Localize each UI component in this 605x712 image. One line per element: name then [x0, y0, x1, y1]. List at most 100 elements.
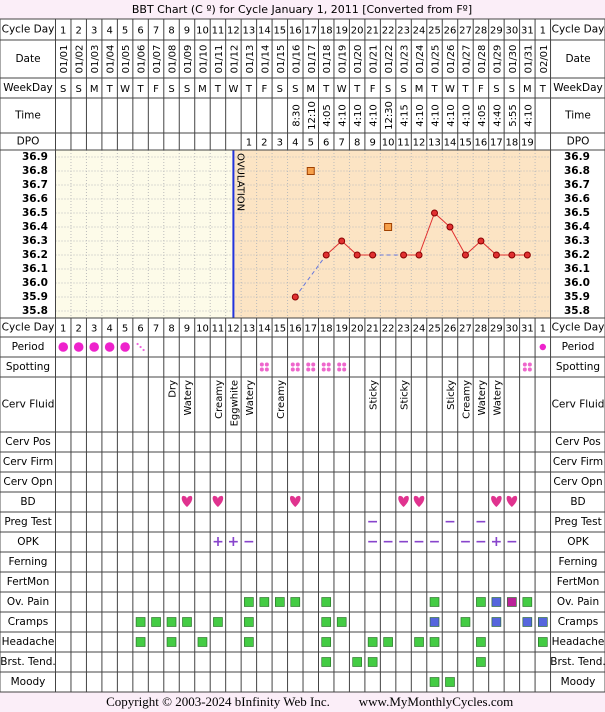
brst-tend-mark	[476, 657, 486, 667]
cycle_day-cell: 31	[521, 324, 534, 335]
cycle_day-cell: 8	[168, 26, 174, 37]
row-label-left: WeekDay	[3, 82, 53, 94]
spot	[259, 362, 264, 367]
headache-mark	[197, 637, 208, 647]
temp-tick-label-right: 36.3	[564, 235, 590, 247]
cycle_day-cell: 29	[490, 324, 503, 335]
row-label-left: Brst. Tend.	[0, 656, 56, 668]
row-label-left: Moody	[11, 676, 46, 688]
temp-tick-label-right: 36.5	[564, 207, 590, 219]
dpo-cell: 10	[382, 138, 395, 149]
cerv-fluid-label: Sticky	[400, 380, 411, 410]
spot	[290, 362, 295, 367]
cycle_day-cell: 13	[243, 324, 256, 335]
spot	[527, 367, 532, 372]
row-label-right: FertMon	[557, 576, 600, 588]
copyright: Copyright © 2003-2024 bInfinity Web Inc.	[106, 694, 330, 709]
date-cell: 01/07	[152, 45, 163, 74]
time-cell: 4:10	[338, 104, 349, 126]
cerv-fluid-label: Eggwhite	[229, 380, 240, 426]
period-light-dot	[139, 345, 142, 349]
cycle_day-cell: 8	[168, 324, 174, 335]
cramps-mark	[135, 617, 146, 627]
temp-point	[353, 251, 361, 259]
cycle_day-cell: 21	[366, 26, 379, 37]
cycle_day-cell: 14	[258, 324, 271, 335]
weekday-cell: T	[137, 84, 145, 95]
row-label-right: Spotting	[556, 361, 600, 373]
dpo-cell: 5	[308, 138, 314, 149]
weekday-cell: M	[415, 84, 424, 95]
cycle_day-cell: 5	[122, 26, 128, 37]
opk-result: −	[367, 534, 379, 550]
spot	[342, 367, 347, 372]
bd-heart	[212, 495, 224, 507]
cycle_day-cell: 20	[351, 324, 364, 335]
cycle_day-cell: 21	[366, 324, 379, 335]
date-cell: 01/18	[322, 45, 333, 74]
date-cell: 01/20	[353, 45, 364, 74]
spotting-mark	[290, 362, 300, 372]
row-label-left: Headache	[2, 636, 55, 648]
cycle_day-cell: 23	[397, 324, 410, 335]
temp-point	[431, 209, 439, 217]
dpo-cell: 11	[397, 138, 410, 149]
period-dot	[120, 342, 130, 352]
ov-pain-mark	[491, 597, 502, 607]
date-cell: 01/31	[523, 45, 534, 74]
cycle_day-cell: 25	[428, 324, 441, 335]
ovulation-label: OVULATION	[234, 153, 245, 211]
row-label-right: Brst. Tend.	[550, 656, 605, 668]
headache-mark	[414, 637, 424, 647]
preg_test-result: −	[475, 514, 487, 530]
weekday-cell: T	[430, 84, 438, 95]
dpo-cell: 15	[459, 138, 472, 149]
opk-result: −	[460, 534, 472, 550]
row-label-left: BD	[20, 496, 35, 508]
cycle_day-cell: 5	[122, 324, 128, 335]
cycle_day-cell: 15	[273, 324, 286, 335]
cycle_day-cell: 17	[304, 324, 317, 335]
cycle_day-cell: 10	[196, 26, 209, 37]
weekday-cell: T	[106, 84, 114, 95]
temp-tick-label-right: 36.2	[564, 249, 590, 261]
dpo-cell: 8	[354, 138, 360, 149]
date-cell: 01/16	[291, 45, 302, 74]
temp-tick-label-left: 35.9	[22, 291, 48, 303]
weekday-cell: W	[337, 84, 347, 95]
row-label-right: Cramps	[558, 616, 598, 628]
dpo-cell: 14	[444, 138, 457, 149]
preg_test-result: −	[367, 514, 379, 530]
opk-result: −	[506, 534, 518, 550]
cycle_day-cell: 26	[444, 26, 457, 37]
weekday-cell: T	[461, 84, 469, 95]
spotting-mark	[337, 362, 347, 372]
cycle_day-cell: 2	[76, 324, 82, 335]
spot	[264, 362, 269, 367]
spot	[295, 367, 300, 372]
cramps-mark	[522, 617, 533, 627]
cycle_day-cell: 3	[91, 26, 97, 37]
weekday-cell: S	[493, 84, 499, 95]
spot	[321, 362, 326, 367]
bd-heart	[398, 495, 409, 507]
spot	[337, 367, 342, 372]
weekday-cell: S	[168, 84, 174, 95]
bd-heart	[491, 495, 502, 507]
row-label-right: Cycle Day	[552, 24, 605, 36]
cycle_day-cell: 1	[60, 26, 66, 37]
spot	[306, 362, 311, 367]
post-ovulation-shade	[233, 150, 551, 318]
cycle_day-cell: 16	[289, 324, 302, 335]
cerv-fluid-label: Sticky	[446, 380, 457, 410]
date-cell: 01/23	[400, 45, 411, 74]
period-dot	[539, 343, 547, 351]
cycle_day-cell: 22	[382, 324, 395, 335]
row-label-left: FertMon	[7, 576, 50, 588]
temp-tick-label-left: 36.2	[22, 249, 48, 261]
opk-result: −	[429, 534, 441, 550]
cycle_day-cell: 7	[153, 324, 159, 335]
opk-result: −	[475, 534, 487, 550]
opk-result: +	[228, 534, 240, 550]
